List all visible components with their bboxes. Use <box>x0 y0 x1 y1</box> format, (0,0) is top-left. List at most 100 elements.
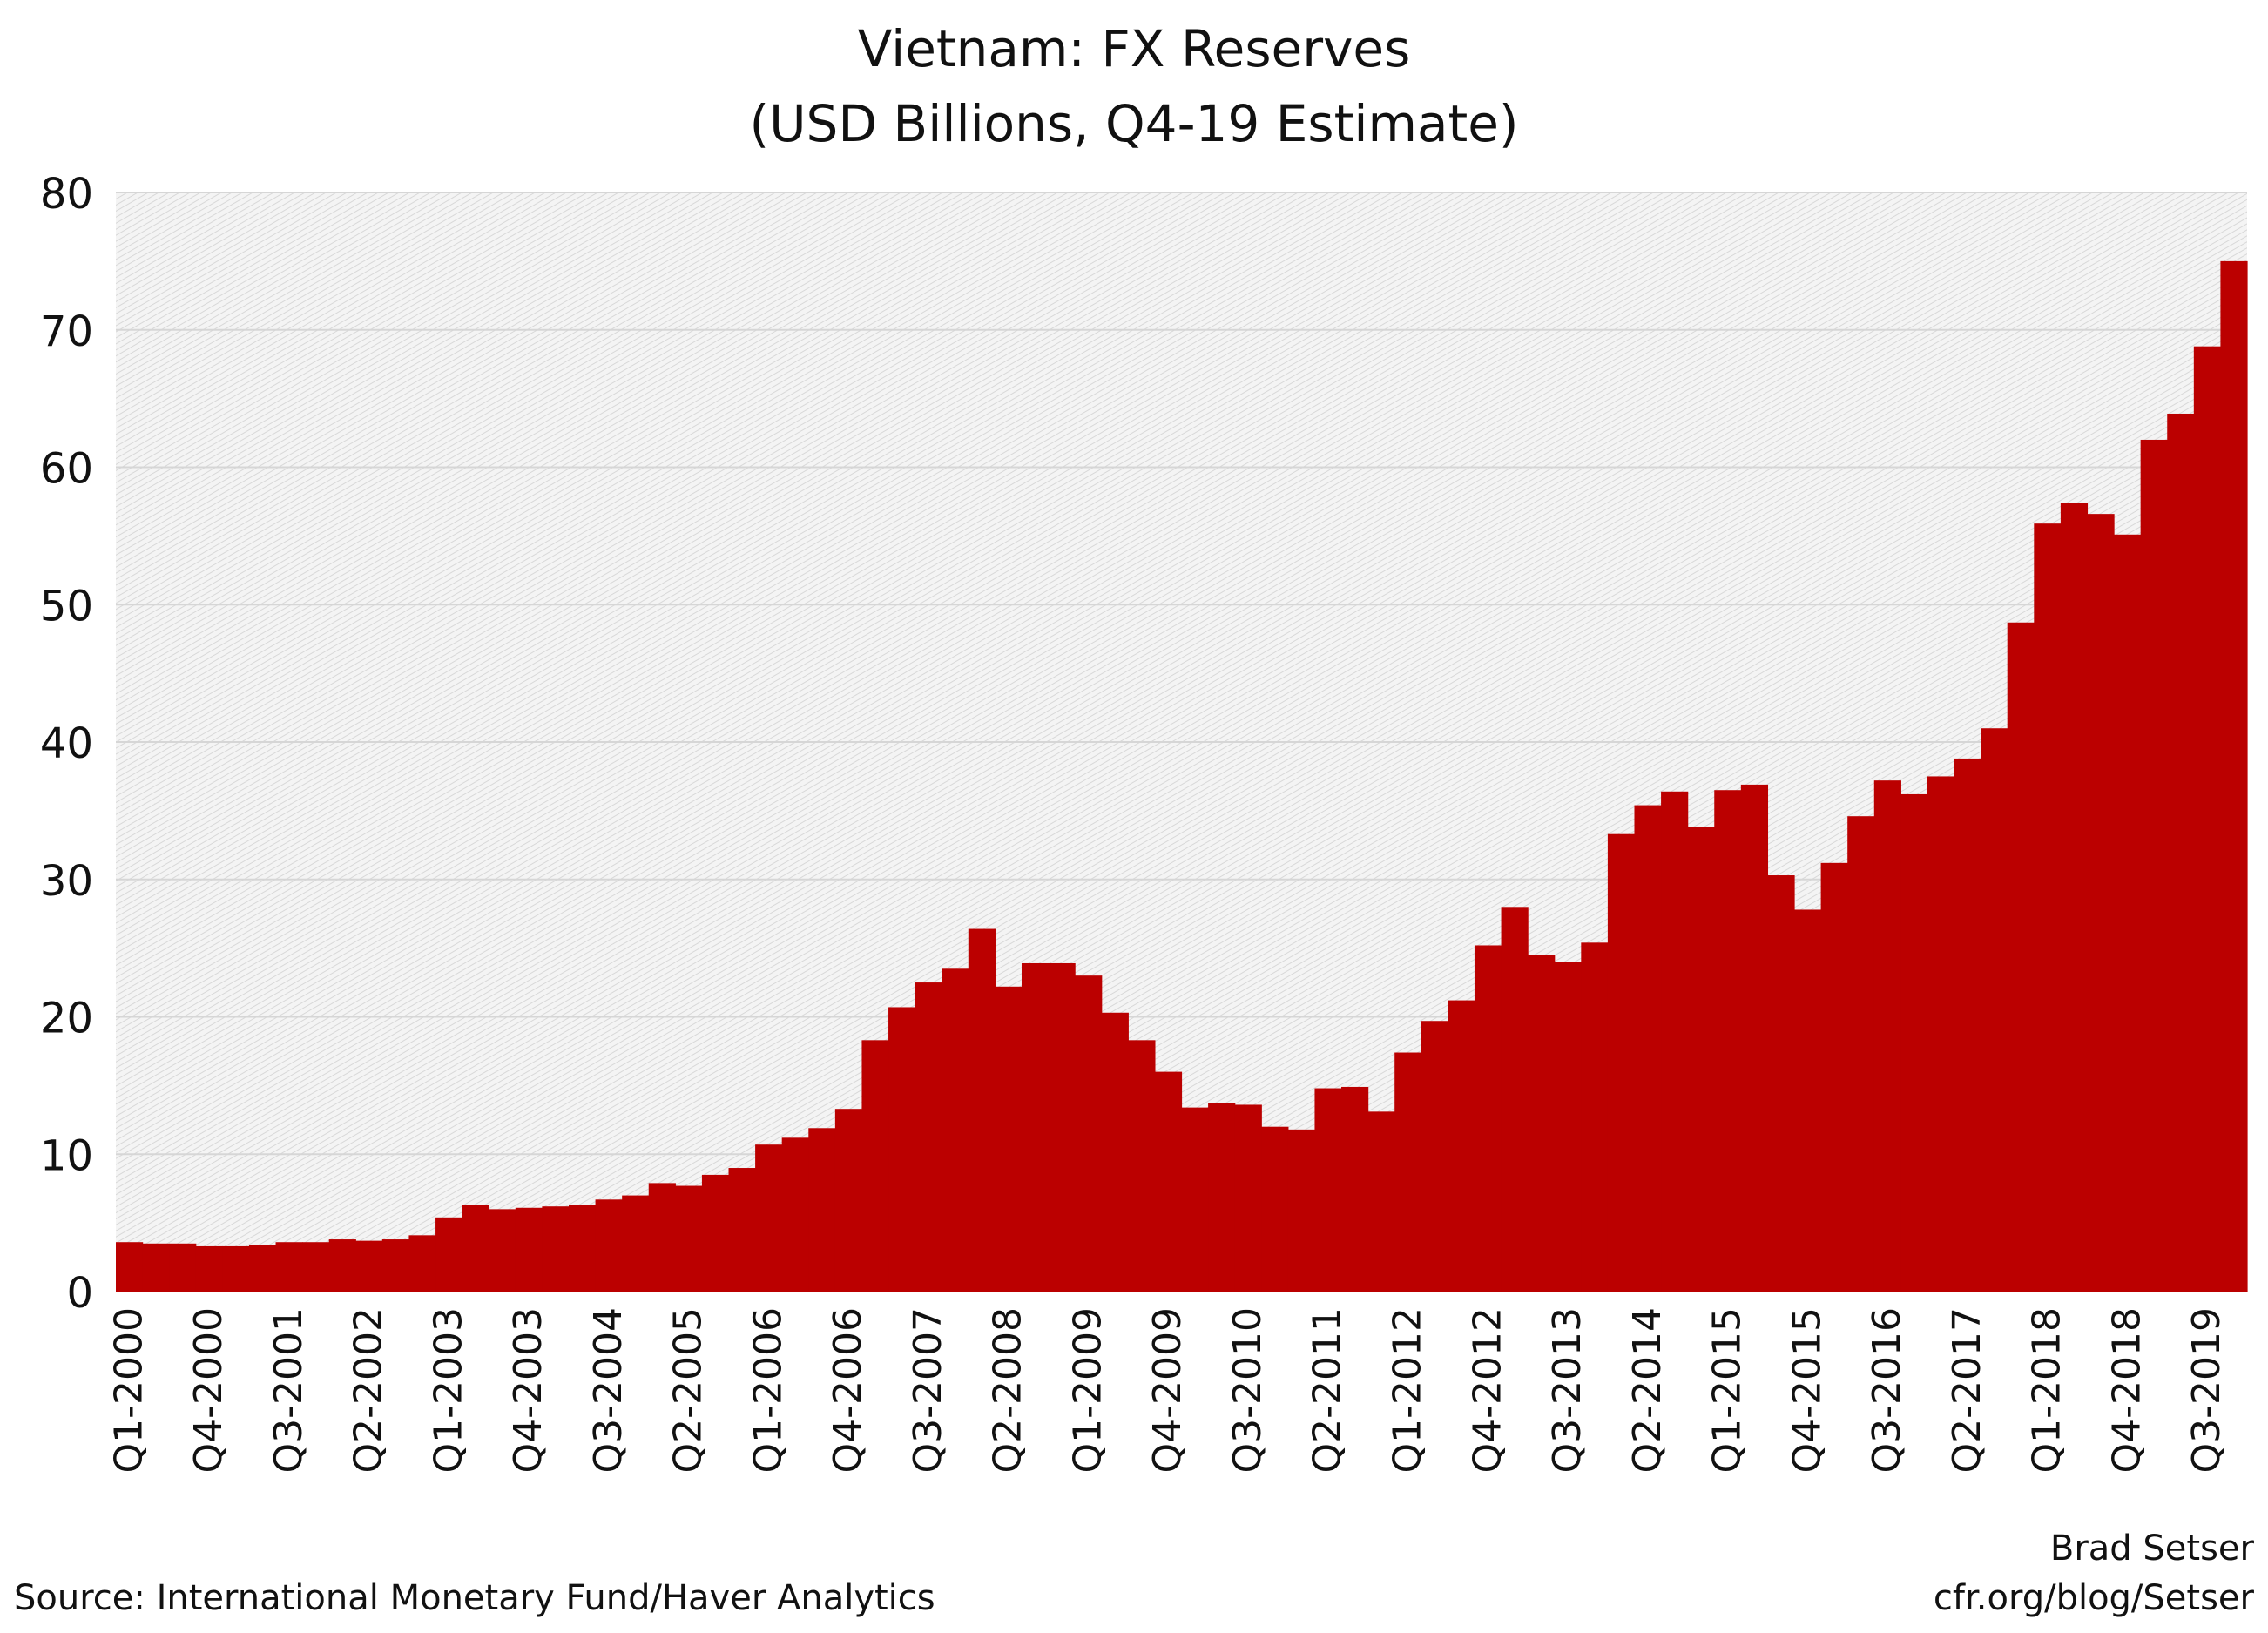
bar <box>1048 962 1076 1292</box>
x-tick-label: Q4-2000 <box>186 1307 231 1473</box>
x-tick-label: Q3-2001 <box>267 1307 311 1473</box>
bar <box>781 1137 809 1292</box>
bar <box>222 1245 250 1292</box>
bar <box>248 1245 277 1292</box>
bar <box>1448 1000 1475 1292</box>
bar <box>1101 1012 1129 1292</box>
bar <box>1528 955 1556 1292</box>
bar <box>1847 816 1875 1292</box>
x-tick-label: Q3-2013 <box>1545 1307 1590 1473</box>
x-tick-label: Q1-2000 <box>106 1307 151 1473</box>
bar <box>1554 962 1582 1292</box>
bar <box>1687 827 1715 1292</box>
x-tick-label: Q4-2006 <box>826 1307 870 1473</box>
x-tick-label: Q3-2007 <box>906 1307 950 1473</box>
bar <box>1501 907 1529 1292</box>
y-tick-label: 20 <box>40 995 93 1043</box>
bar <box>1394 1052 1422 1292</box>
bar <box>489 1209 516 1292</box>
x-tick-label: Q2-2011 <box>1306 1307 1350 1473</box>
bar <box>142 1243 170 1292</box>
bar <box>942 968 969 1292</box>
bar <box>435 1217 463 1292</box>
x-tick-label: Q1-2006 <box>746 1307 790 1473</box>
chart-title: Vietnam: FX Reserves <box>857 19 1411 78</box>
bar <box>1714 790 1742 1292</box>
bar <box>1261 1126 1289 1292</box>
x-tick-label: Q2-2014 <box>1625 1307 1670 1473</box>
bar <box>1740 784 1769 1292</box>
x-tick-label: Q1-2018 <box>2025 1307 2069 1473</box>
bar <box>2114 534 2142 1292</box>
x-tick-label: Q4-2003 <box>506 1307 550 1473</box>
bar <box>1154 1071 1183 1292</box>
bar <box>1634 805 1662 1292</box>
bar <box>542 1206 570 1292</box>
bar <box>701 1174 730 1292</box>
bar <box>834 1109 863 1292</box>
y-tick-label: 60 <box>40 445 93 494</box>
bar <box>2220 260 2248 1292</box>
bar <box>515 1207 543 1292</box>
bar <box>2167 413 2195 1292</box>
x-tick-label: Q3-2004 <box>586 1307 631 1473</box>
x-tick-label: Q3-2016 <box>1865 1307 1909 1473</box>
bar <box>1314 1088 1342 1292</box>
bar <box>1287 1129 1316 1292</box>
bar <box>968 928 996 1292</box>
bar <box>1607 833 1636 1292</box>
bar <box>2034 523 2062 1292</box>
bar <box>275 1242 303 1292</box>
bar <box>1474 945 1502 1292</box>
bar <box>1208 1103 1236 1292</box>
bar <box>1234 1104 1262 1292</box>
bar <box>861 1040 889 1292</box>
y-tick-label: 80 <box>40 170 93 219</box>
bar <box>116 1242 144 1292</box>
bar <box>888 1007 916 1292</box>
bar <box>1900 793 1928 1292</box>
bar <box>195 1245 223 1292</box>
bar <box>302 1242 330 1292</box>
source-note: Source: International Monetary Fund/Have… <box>14 1578 935 1618</box>
chart-subtitle: (USD Billions, Q4-19 Estimate) <box>749 94 1519 153</box>
bar <box>408 1235 436 1292</box>
bar <box>1661 791 1689 1292</box>
y-tick-label: 10 <box>40 1131 93 1180</box>
x-tick-label: Q1-2009 <box>1065 1307 1110 1473</box>
x-tick-label: Q2-2002 <box>347 1307 391 1473</box>
bar <box>595 1199 623 1292</box>
bar <box>2140 439 2168 1292</box>
bar <box>675 1185 703 1292</box>
y-tick-label: 70 <box>40 307 93 356</box>
x-tick-label: Q1-2015 <box>1705 1307 1750 1473</box>
bar <box>755 1144 783 1292</box>
bar <box>355 1240 383 1292</box>
bar <box>568 1205 597 1292</box>
bar <box>381 1239 410 1292</box>
x-tick-label: Q1-2003 <box>426 1307 470 1473</box>
bar <box>2193 346 2222 1292</box>
bar <box>1367 1111 1395 1292</box>
bar <box>1581 942 1609 1292</box>
bar <box>1981 728 2008 1292</box>
bar <box>2007 622 2035 1292</box>
bar <box>2087 514 2115 1292</box>
x-tick-label: Q3-2010 <box>1225 1307 1270 1473</box>
bar <box>648 1183 676 1292</box>
bar <box>915 982 942 1292</box>
y-tick-label: 0 <box>66 1269 93 1318</box>
bar <box>1927 776 1955 1292</box>
y-tick-label: 40 <box>40 719 93 768</box>
x-tick-label: Q3-2019 <box>2184 1307 2229 1473</box>
x-tick-label: Q4-2012 <box>1465 1307 1509 1473</box>
x-tick-label: Q4-2009 <box>1145 1307 1190 1473</box>
bar <box>1128 1040 1156 1292</box>
bar <box>462 1205 489 1292</box>
y-tick-label: 30 <box>40 857 93 906</box>
x-tick-label: Q1-2012 <box>1385 1307 1429 1473</box>
bar <box>1820 862 1848 1292</box>
bar <box>995 986 1023 1292</box>
bar <box>1181 1107 1209 1292</box>
